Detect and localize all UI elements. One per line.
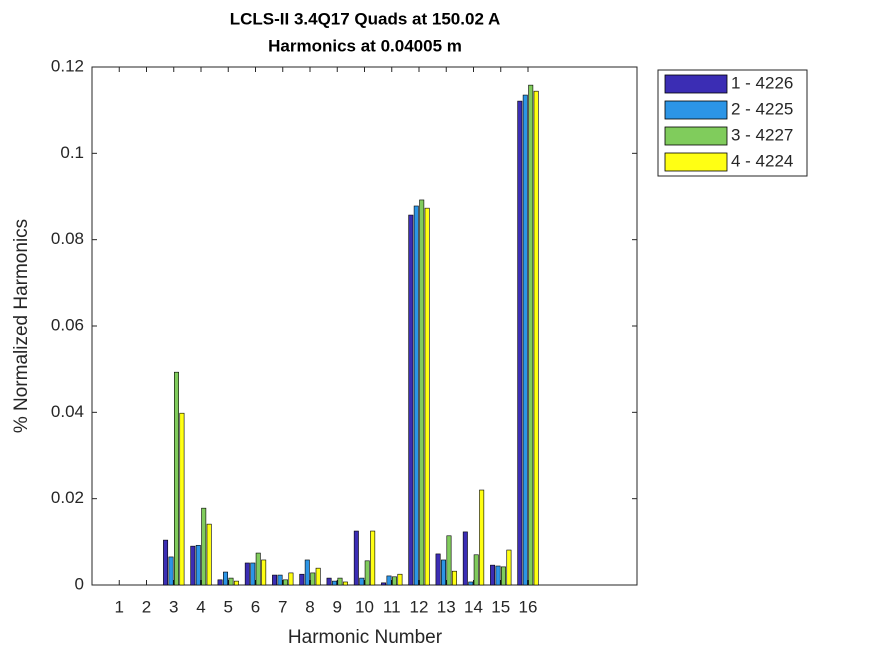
legend-label: 1 - 4226 (731, 73, 793, 92)
legend-swatch (664, 152, 728, 172)
x-tick-label: 8 (305, 597, 314, 616)
bar (500, 566, 506, 586)
y-tick-label: 0.08 (51, 229, 84, 248)
legend-swatch (664, 126, 728, 146)
x-tick-label: 9 (333, 597, 342, 616)
bar (424, 207, 430, 586)
y-tick-label: 0.1 (60, 143, 84, 162)
bar (359, 577, 365, 586)
x-tick-label: 11 (383, 597, 401, 616)
bar (163, 539, 169, 586)
bar (228, 577, 234, 586)
bar (288, 572, 294, 586)
bar (201, 507, 207, 586)
x-tick-label: 5 (224, 597, 233, 616)
y-tick-label: 0.04 (51, 402, 84, 421)
bar (255, 552, 261, 586)
x-tick-label: 13 (437, 597, 456, 616)
y-tick-label: 0.12 (51, 56, 84, 75)
x-tick-label: 12 (410, 597, 429, 616)
bar (446, 535, 452, 586)
chart-title: LCLS-II 3.4Q17 Quads at 150.02 A (230, 9, 501, 28)
bar (517, 100, 523, 586)
bar (495, 565, 501, 586)
bar (261, 559, 267, 586)
bar (315, 567, 321, 586)
bar (533, 90, 539, 586)
bar (332, 580, 338, 586)
x-tick-label: 14 (464, 597, 483, 616)
bar (337, 577, 343, 586)
x-tick-label: 3 (169, 597, 178, 616)
bar (168, 556, 174, 586)
bar (217, 579, 223, 586)
bar (310, 572, 316, 586)
bar (419, 199, 425, 586)
bar (282, 579, 288, 586)
bar (304, 559, 310, 586)
bar (353, 530, 359, 586)
bar (299, 573, 305, 586)
bar (490, 564, 496, 586)
bar (370, 530, 376, 586)
y-axis-label: % Normalized Harmonics (11, 219, 32, 433)
bar (408, 214, 414, 586)
bar (364, 560, 370, 586)
x-tick-label: 7 (278, 597, 287, 616)
bar (468, 581, 474, 586)
bar (479, 489, 485, 586)
x-tick-label: 10 (355, 597, 374, 616)
x-tick-label: 15 (491, 597, 510, 616)
bar (233, 580, 239, 586)
bar (173, 371, 179, 586)
x-tick-label: 6 (251, 597, 260, 616)
bar (397, 573, 403, 586)
bar (381, 582, 387, 586)
bar (342, 581, 348, 586)
bar (506, 549, 512, 586)
bar (326, 577, 332, 586)
bar (462, 531, 468, 586)
legend-swatch (664, 74, 728, 94)
y-tick-label: 0.02 (51, 488, 84, 507)
bar (272, 574, 278, 586)
bar (435, 553, 441, 586)
x-tick-label: 16 (519, 597, 538, 616)
bar (206, 523, 212, 586)
x-tick-label: 2 (142, 597, 151, 616)
x-tick-label: 4 (196, 597, 205, 616)
bar (473, 554, 479, 586)
bar (195, 544, 201, 586)
bar (522, 94, 528, 586)
legend-label: 2 - 4225 (731, 99, 793, 118)
legend-label: 3 - 4227 (731, 125, 793, 144)
bar (451, 570, 457, 586)
bar (190, 545, 196, 586)
legend-swatch (664, 100, 728, 120)
bar (528, 84, 534, 586)
bar (223, 571, 229, 586)
bar (391, 576, 397, 586)
bar (441, 559, 447, 586)
legend-label: 4 - 4224 (731, 151, 793, 170)
bar (244, 562, 250, 586)
y-tick-label: 0 (75, 574, 84, 593)
bar (277, 574, 283, 586)
bar (250, 562, 256, 586)
bar (413, 205, 419, 586)
y-tick-label: 0.06 (51, 315, 84, 334)
bar (386, 575, 392, 586)
x-tick-label: 1 (115, 597, 124, 616)
chart-title: Harmonics at 0.04005 m (268, 36, 462, 55)
bar (179, 412, 185, 586)
x-axis-label: Harmonic Number (288, 627, 443, 648)
